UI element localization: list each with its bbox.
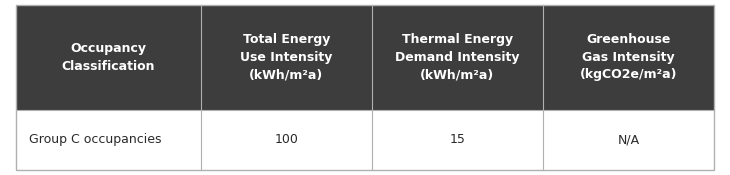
Text: Occupancy
Classification: Occupancy Classification	[62, 42, 155, 73]
Text: Thermal Energy
Demand Intensity
(kWh/m²a): Thermal Energy Demand Intensity (kWh/m²a…	[395, 33, 520, 82]
Text: 100: 100	[274, 133, 299, 146]
Bar	[16, 110, 714, 170]
Text: Greenhouse
Gas Intensity
(kgCO2e/m²a): Greenhouse Gas Intensity (kgCO2e/m²a)	[580, 33, 677, 82]
Text: N/A: N/A	[618, 133, 639, 146]
Bar	[16, 5, 714, 110]
Text: Group C occupancies: Group C occupancies	[29, 133, 162, 146]
Text: Total Energy
Use Intensity
(kWh/m²a): Total Energy Use Intensity (kWh/m²a)	[240, 33, 333, 82]
Text: 15: 15	[450, 133, 466, 146]
